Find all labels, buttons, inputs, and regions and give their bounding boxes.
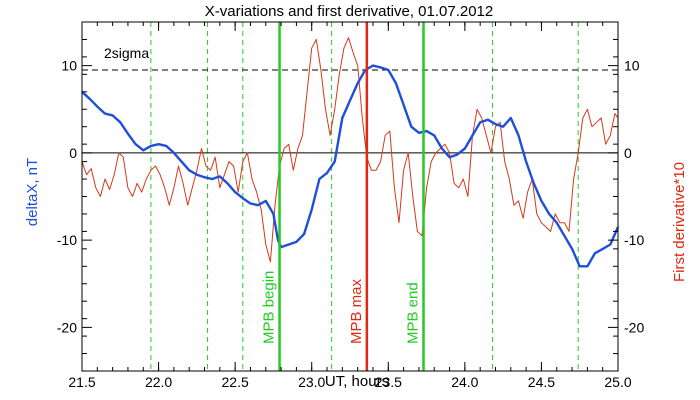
x-tick-label: 22.5 <box>222 374 249 390</box>
x-tick-label: 22.0 <box>145 374 172 390</box>
right-y-axis-label: First derivative*10 <box>671 162 688 282</box>
y-tick-label-left: -20 <box>57 319 77 335</box>
marker-label: MPB begin <box>261 271 278 344</box>
y-tick-label-right: 0 <box>624 145 632 161</box>
y-tick-label-left: -10 <box>57 232 77 248</box>
derivative-line <box>81 37 619 263</box>
series-layer <box>81 37 620 268</box>
marker-label: MPB max <box>348 278 365 344</box>
x-axis-label: UT, hours <box>325 373 389 390</box>
y-tick-label-right: -20 <box>624 319 644 335</box>
y-tick-label-right: 10 <box>624 58 640 74</box>
x-tick-label: 23.5 <box>375 374 402 390</box>
y-tick-label-left: 10 <box>61 58 77 74</box>
x-tick-label: 21.5 <box>68 374 95 390</box>
vertical-event-lines <box>150 22 579 371</box>
x-tick-label: 24.5 <box>528 374 555 390</box>
y-tick-label-left: 0 <box>69 145 77 161</box>
x-tick-label: 24.0 <box>451 374 478 390</box>
x-tick-label: 25.0 <box>604 374 631 390</box>
chart-title: X-variations and first derivative, 01.07… <box>205 3 494 20</box>
axis-ticks: 21.5 22.0 22.5 23.0 23.5 24.0 24.5 25.0 -20 -10 0 1… <box>57 21 644 390</box>
y-tick-label-right: -10 <box>624 232 644 248</box>
marker-label: MPB end <box>405 282 422 344</box>
marker-layer: MPB begin MPB max MPB end <box>261 22 425 371</box>
threshold-label: 2sigma <box>104 45 149 61</box>
left-y-axis-label: deltaX, nT <box>24 158 41 226</box>
x-tick-label: 23.0 <box>298 374 325 390</box>
deltax-line <box>81 64 620 268</box>
